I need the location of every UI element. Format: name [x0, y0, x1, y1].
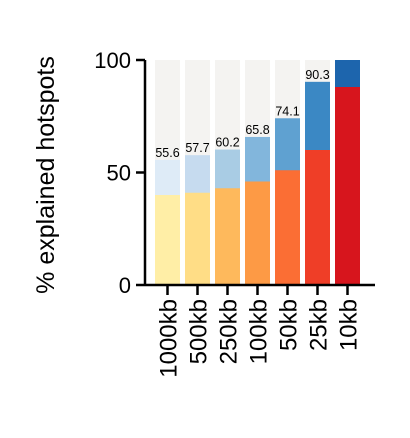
x-tick-label-100kb: 100kb — [246, 299, 273, 364]
bars-layer — [155, 60, 360, 286]
x-ticks: 1000kb 500kb 250kb 100kb 50kb 25kb 10kb — [156, 285, 363, 378]
data-label-1000kb: 55.6 — [155, 146, 179, 160]
x-tick-label-500kb: 500kb — [186, 299, 213, 364]
bar-lower-500kb — [185, 192, 210, 285]
bar-lower-100kb — [245, 181, 270, 285]
bar-lower-10kb — [335, 87, 360, 285]
y-axis-label: % explained hotspots — [32, 56, 60, 294]
x-tick-label-250kb: 250kb — [216, 299, 243, 364]
data-label-250kb: 60.2 — [215, 136, 239, 150]
data-label-100kb: 65.8 — [245, 123, 269, 137]
x-tick-label-25kb: 25kb — [306, 299, 333, 351]
y-tick-label-0: 0 — [119, 273, 131, 298]
y-tick-label-100: 100 — [94, 48, 131, 73]
x-tick-label-10kb: 10kb — [336, 299, 363, 351]
data-label-500kb: 57.7 — [185, 141, 209, 155]
data-label-25kb: 90.3 — [305, 68, 329, 82]
y-tick-label-50: 50 — [107, 161, 131, 186]
data-labels-layer: 55.6 57.7 60.2 65.8 74.1 90.3 — [155, 68, 329, 160]
x-tick-label-1000kb: 1000kb — [156, 299, 183, 378]
y-ticks: 0 50 100 — [94, 48, 145, 298]
bar-lower-25kb — [305, 150, 330, 285]
bar-lower-1000kb — [155, 195, 180, 285]
bar-lower-250kb — [215, 188, 240, 285]
bar-lower-50kb — [275, 170, 300, 285]
x-tick-label-50kb: 50kb — [276, 299, 303, 351]
data-label-50kb: 74.1 — [275, 104, 299, 118]
